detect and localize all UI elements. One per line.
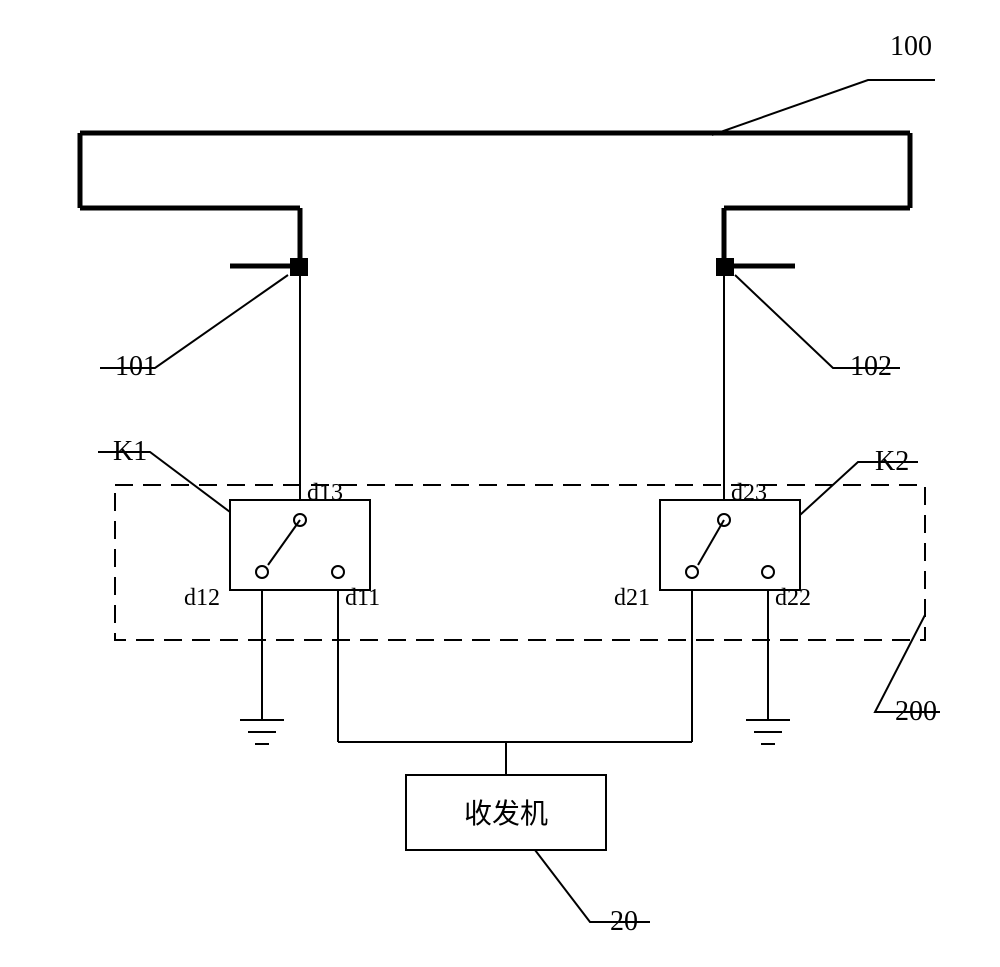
transceiver-label: 收发机 <box>464 798 548 830</box>
schematic-svg: 收发机 d13 d12 d11 d23 d21 d22 100 101 102 … <box>0 0 1000 967</box>
label-102: 102 <box>850 351 892 382</box>
feed-point-2 <box>716 258 734 276</box>
pin-d12: d12 <box>184 585 220 611</box>
label-20: 20 <box>610 906 638 937</box>
label-101: 101 <box>115 351 157 382</box>
label-200: 200 <box>895 696 937 727</box>
pin-d21: d21 <box>614 585 650 611</box>
label-100: 100 <box>890 31 932 62</box>
switch-module-box <box>115 485 925 640</box>
antenna-body <box>80 133 910 266</box>
switch-k2 <box>660 500 800 590</box>
label-k1: K1 <box>113 436 147 467</box>
pin-d13: d13 <box>307 480 343 506</box>
feed-point-1 <box>290 258 308 276</box>
ground-1 <box>240 720 284 744</box>
pin-d23: d23 <box>731 480 767 506</box>
switch-k1 <box>230 500 370 590</box>
transceiver-box: 收发机 <box>406 775 606 850</box>
ground-2 <box>746 720 790 744</box>
label-k2: K2 <box>875 446 909 477</box>
pin-d22: d22 <box>775 585 811 611</box>
pin-d11: d11 <box>345 585 380 611</box>
